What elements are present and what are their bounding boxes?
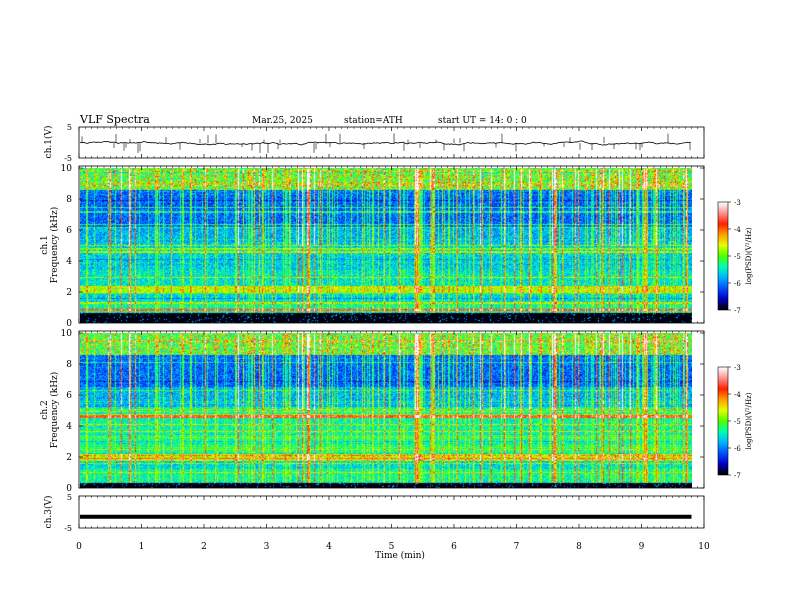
ch1-spectrogram-image <box>80 168 692 323</box>
ch1-waveform-line <box>79 140 692 146</box>
ytick-label: 8 <box>66 360 72 370</box>
colorbar-tick-label: -7 <box>734 307 741 315</box>
xtick-label: 8 <box>576 542 582 552</box>
ch1-spectrogram-panel: 10 8 6 4 2 0 ch.1Frequency (kHz) <box>40 164 705 329</box>
ytick-label: 6 <box>66 226 72 236</box>
xtick-label: 1 <box>139 542 145 552</box>
ytick-label: 6 <box>66 391 72 401</box>
ch3-ytick-bottom: -5 <box>64 524 72 533</box>
time-axis: 0 1 2 3 4 5 6 7 8 9 10 <box>76 127 710 552</box>
xtick-label: 2 <box>201 542 207 552</box>
ytick-label: 4 <box>66 257 72 267</box>
ch1-colorbar-image <box>718 202 728 310</box>
xtick-label: 9 <box>639 542 645 552</box>
colorbar-tick-label: -4 <box>734 391 741 399</box>
ch2-colorbar-label: log(PSD)(V²/Hz) <box>745 392 753 449</box>
colorbar-tick-label: -5 <box>734 418 741 426</box>
colorbar-tick-label: -5 <box>734 253 741 261</box>
xtick-label: 10 <box>698 542 710 552</box>
ch1-waveform-spikes <box>81 133 691 154</box>
xtick-label: 5 <box>389 542 395 552</box>
date-label: Mar.25, 2025 <box>252 116 313 126</box>
xtick-label: 0 <box>76 542 82 552</box>
xtick-label: 6 <box>451 542 457 552</box>
ch1-colorbar: -3 -4 -5 -6 -7 log(PSD)(V²/Hz) <box>717 199 753 315</box>
ch1-ylabel: ch.1(V) <box>43 126 54 159</box>
colorbar-tick-label: -6 <box>734 280 741 288</box>
ch2-spectrogram-ylabel: ch.2Frequency (kHz) <box>40 372 60 449</box>
figure-title: VLF Spectra <box>79 113 150 126</box>
ch2-spectrogram-panel: 10 8 6 4 2 0 ch.2Frequency (kHz) <box>40 329 705 494</box>
colorbar-tick-label: -4 <box>734 226 741 234</box>
ch1-waveform-panel: 5 -5 ch.1(V) <box>43 123 705 163</box>
ytick-label: 10 <box>61 164 73 174</box>
time-axis-label: Time (min) <box>375 550 425 561</box>
ch2-colorbar-image <box>718 367 728 475</box>
colorbar-tick-label: -3 <box>734 199 741 207</box>
ch2-colorbar: -3 -4 -5 -6 -7 log(PSD)(V²/Hz) <box>717 364 753 480</box>
ytick-label: 4 <box>66 422 72 432</box>
colorbar-tick-label: -6 <box>734 445 741 453</box>
xtick-label: 3 <box>264 542 270 552</box>
ch3-waveform-panel: 5 -5 ch.3(V) <box>43 493 705 533</box>
ytick-label: 10 <box>61 329 73 339</box>
ch3-ylabel: ch.3(V) <box>43 496 54 529</box>
station-label: station=ATH <box>344 116 403 126</box>
ch3-ytick-top: 5 <box>67 493 72 502</box>
xtick-label: 4 <box>326 542 332 552</box>
ytick-label: 0 <box>66 319 72 329</box>
colorbar-tick-label: -7 <box>734 472 741 480</box>
ytick-label: 0 <box>66 484 72 494</box>
ytick-label: 2 <box>66 288 72 298</box>
colorbar-tick-label: -3 <box>734 364 741 372</box>
ch1-ytick-bottom: -5 <box>64 154 72 163</box>
ch1-spectrogram-ylabel: ch.1Frequency (kHz) <box>40 207 60 284</box>
start-time-label: start UT = 14: 0 : 0 <box>438 116 527 126</box>
ytick-label: 2 <box>66 453 72 463</box>
ch1-ytick-top: 5 <box>67 123 72 132</box>
ytick-label: 8 <box>66 195 72 205</box>
xtick-label: 7 <box>514 542 520 552</box>
ch1-colorbar-label: log(PSD)(V²/Hz) <box>745 227 753 284</box>
ch2-spectrogram-image <box>80 333 692 488</box>
